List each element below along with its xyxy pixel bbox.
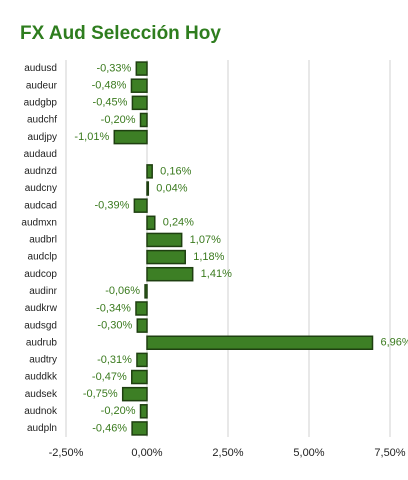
- chart-title: FX Aud Selección Hoy: [20, 23, 221, 44]
- category-label: audeur: [26, 80, 58, 91]
- bar: [139, 112, 148, 128]
- bar: [130, 78, 148, 93]
- bar: [146, 335, 374, 350]
- bar: [146, 249, 186, 265]
- category-label: audmxn: [21, 217, 57, 228]
- bar: [135, 301, 148, 316]
- bar: [139, 404, 148, 419]
- category-label: audcop: [24, 269, 57, 280]
- value-label: 1,41%: [201, 268, 232, 280]
- category-label: audbrl: [29, 235, 57, 246]
- category-label: audaud: [24, 149, 57, 160]
- bar: [146, 215, 156, 231]
- bar: [133, 198, 148, 213]
- category-label: audchf: [27, 115, 57, 126]
- value-label: -0,31%: [97, 354, 132, 366]
- value-label: -0,30%: [97, 320, 132, 332]
- category-label: audkrw: [25, 303, 58, 314]
- category-label: audnok: [24, 406, 58, 417]
- value-label: -0,39%: [95, 200, 130, 212]
- x-tick-label: 2,50%: [212, 447, 243, 459]
- bar: [136, 352, 148, 368]
- category-label: audcny: [25, 183, 57, 194]
- category-label: audusd: [24, 63, 57, 74]
- value-label: -0,45%: [93, 97, 128, 109]
- value-label: 0,16%: [160, 165, 191, 177]
- category-label: audclp: [28, 252, 58, 263]
- bar: [146, 181, 150, 196]
- value-label: -0,48%: [92, 80, 127, 92]
- x-tick-label: 5,00%: [293, 447, 324, 459]
- value-label: -0,20%: [101, 405, 136, 417]
- value-label: -0,20%: [101, 114, 136, 126]
- category-label: audpln: [27, 423, 57, 434]
- category-label: audinr: [29, 286, 57, 297]
- value-label: -0,06%: [105, 285, 140, 297]
- x-tick-label: -2,50%: [49, 447, 84, 459]
- value-label: -0,33%: [96, 62, 131, 74]
- category-label: audsek: [25, 389, 58, 400]
- value-label: 0,04%: [156, 182, 187, 194]
- bar: [113, 129, 148, 145]
- bar: [131, 369, 148, 385]
- bar: [146, 232, 183, 248]
- value-label: 1,07%: [190, 234, 221, 246]
- value-label: -0,47%: [92, 371, 127, 383]
- category-label: audjpy: [28, 132, 57, 143]
- bar: [135, 61, 148, 76]
- category-label: audsgd: [24, 320, 57, 331]
- bar: [131, 95, 148, 111]
- value-label: -0,46%: [92, 422, 127, 434]
- value-label: -1,01%: [74, 131, 109, 143]
- value-label: -0,34%: [96, 302, 131, 314]
- bar: [121, 386, 148, 402]
- category-label: audrub: [26, 337, 58, 348]
- category-label: audcad: [24, 200, 57, 211]
- bar: [131, 421, 148, 436]
- bar: [136, 318, 148, 333]
- category-label: auddkk: [25, 372, 58, 383]
- x-tick-label: 0,00%: [131, 447, 162, 459]
- x-tick-label: 7,50%: [374, 447, 405, 459]
- category-label: audnzd: [24, 166, 57, 177]
- category-label: audgbp: [24, 97, 58, 108]
- value-label: 6,96%: [381, 337, 408, 349]
- bar: [146, 266, 194, 282]
- category-label: audtry: [29, 355, 57, 366]
- value-label: 1,18%: [193, 251, 224, 263]
- value-label: 0,24%: [163, 217, 194, 229]
- bar: [144, 284, 148, 299]
- bar: [146, 164, 153, 179]
- value-label: -0,75%: [83, 388, 118, 400]
